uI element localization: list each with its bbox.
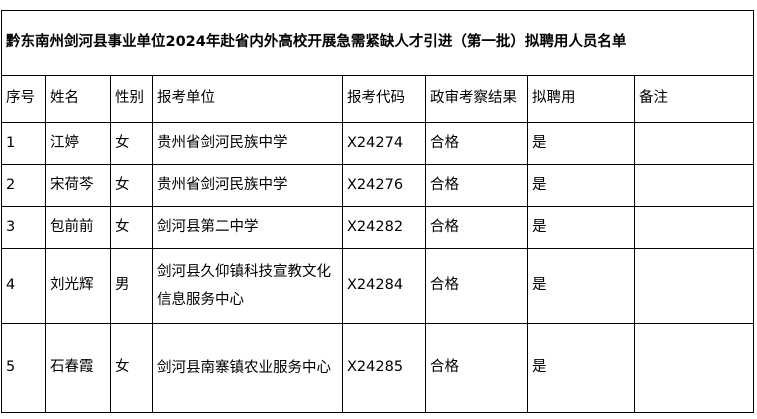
cell-review: 合格 xyxy=(425,164,528,207)
cell-name: 包前前 xyxy=(45,206,111,249)
cell-code: X24285 xyxy=(342,323,426,413)
cell-code: X24282 xyxy=(342,206,426,249)
cell-review: 合格 xyxy=(425,248,528,324)
cell-gender: 女 xyxy=(110,323,153,413)
cell-seq: 3 xyxy=(1,206,46,249)
table-row: 1 江婷 女 贵州省剑河民族中学 X24274 合格 是 xyxy=(1,122,755,165)
table-row: 4 刘光辉 男 剑河县久仰镇科技宣教文化信息服务中心 X24284 合格 是 xyxy=(1,248,755,324)
cell-remark xyxy=(633,206,755,249)
cell-seq: 5 xyxy=(1,323,46,413)
cell-remark xyxy=(633,122,755,165)
column-header-review: 政审考察结果 xyxy=(425,75,528,123)
cell-unit: 剑河县南寨镇农业服务中心 xyxy=(152,323,343,413)
column-header-hire: 拟聘用 xyxy=(527,75,635,123)
candidate-list-table: 黔东南州剑河县事业单位2024年赴省内外高校开展急需紧缺人才引进（第一批）拟聘用… xyxy=(0,10,755,413)
table-row: 5 石春霞 女 剑河县南寨镇农业服务中心 X24285 合格 是 xyxy=(1,323,755,413)
cell-code: X24274 xyxy=(342,122,426,165)
column-header-unit: 报考单位 xyxy=(152,75,343,123)
table-header-row: 序号 姓名 性别 报考单位 报考代码 政审考察结果 拟聘用 备注 xyxy=(1,75,755,123)
cell-unit: 贵州省剑河民族中学 xyxy=(152,122,343,165)
cell-seq: 2 xyxy=(1,164,46,207)
cell-hire: 是 xyxy=(527,164,635,207)
cell-name: 刘光辉 xyxy=(45,248,111,324)
cell-review: 合格 xyxy=(425,206,528,249)
cell-name: 石春霞 xyxy=(45,323,111,413)
cell-unit-text: 剑河县第二中学 xyxy=(157,219,259,236)
cell-gender: 女 xyxy=(110,164,153,207)
cell-hire: 是 xyxy=(527,122,635,165)
cell-code: X24284 xyxy=(342,248,426,324)
table-title-row: 黔东南州剑河县事业单位2024年赴省内外高校开展急需紧缺人才引进（第一批）拟聘用… xyxy=(0,10,755,76)
cell-unit-text: 剑河县南寨镇农业服务中心 xyxy=(157,359,331,376)
column-header-remark: 备注 xyxy=(633,75,755,123)
cell-gender: 女 xyxy=(110,122,153,165)
document-title: 黔东南州剑河县事业单位2024年赴省内外高校开展急需紧缺人才引进（第一批）拟聘用… xyxy=(0,10,755,76)
cell-unit: 剑河县第二中学 xyxy=(152,206,343,249)
cell-seq: 4 xyxy=(1,248,46,324)
cell-hire: 是 xyxy=(527,206,635,249)
cell-code: X24276 xyxy=(342,164,426,207)
column-header-seq: 序号 xyxy=(1,75,46,123)
cell-hire: 是 xyxy=(527,248,635,324)
cell-unit-text: 贵州省剑河民族中学 xyxy=(157,135,288,152)
cell-unit-text: 贵州省剑河民族中学 xyxy=(157,177,288,194)
cell-review: 合格 xyxy=(425,323,528,413)
cell-review: 合格 xyxy=(425,122,528,165)
cell-name: 江婷 xyxy=(45,122,111,165)
column-header-name: 姓名 xyxy=(45,75,111,123)
table-row: 3 包前前 女 剑河县第二中学 X24282 合格 是 xyxy=(1,206,755,249)
cell-remark xyxy=(633,164,755,207)
cell-remark xyxy=(633,323,755,413)
cell-unit-text: 剑河县久仰镇科技宣教文化信息服务中心 xyxy=(157,263,331,308)
table-row: 2 宋荷芩 女 贵州省剑河民族中学 X24276 合格 是 xyxy=(1,164,755,207)
cell-gender: 女 xyxy=(110,206,153,249)
column-header-gender: 性别 xyxy=(110,75,153,123)
cell-gender: 男 xyxy=(110,248,153,324)
cell-name: 宋荷芩 xyxy=(45,164,111,207)
column-header-code: 报考代码 xyxy=(342,75,426,123)
cell-hire: 是 xyxy=(527,323,635,413)
cell-unit: 贵州省剑河民族中学 xyxy=(152,164,343,207)
cell-unit: 剑河县久仰镇科技宣教文化信息服务中心 xyxy=(152,248,343,324)
cell-remark xyxy=(633,248,755,324)
cell-seq: 1 xyxy=(1,122,46,165)
